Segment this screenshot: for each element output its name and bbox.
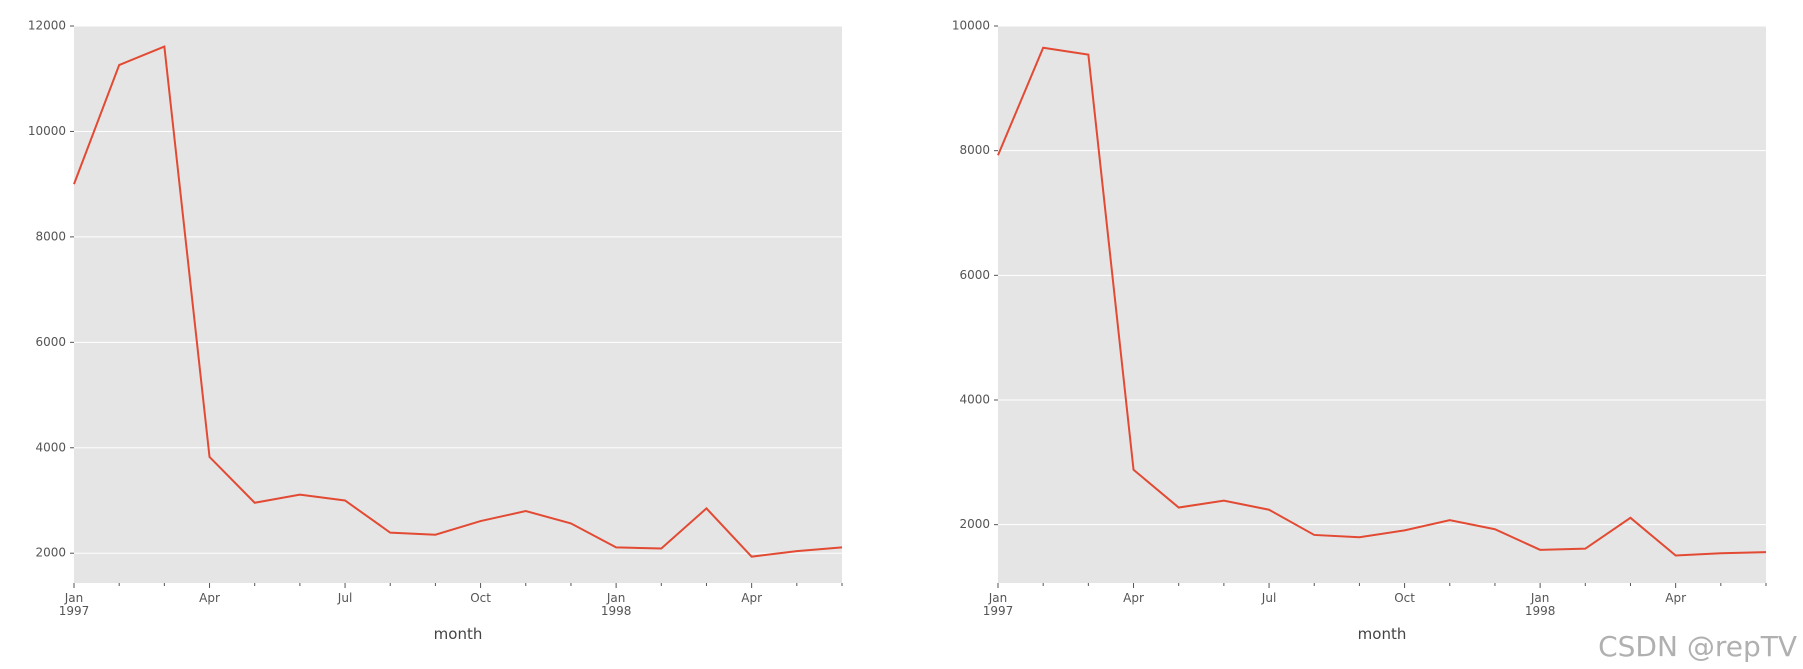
y-tick-label: 2000 (959, 517, 990, 531)
x-tick-label: Apr (1665, 591, 1687, 605)
y-tick-label: 4000 (35, 440, 66, 454)
x-tick-label: Jan 1997 (58, 591, 90, 618)
y-tick-label: 12000 (28, 19, 66, 33)
y-tick-label: 4000 (959, 392, 990, 406)
x-tick-label: Jul (337, 591, 353, 605)
line (73, 45, 843, 558)
x-tick-label: Oct (470, 591, 491, 605)
plot-area (74, 26, 842, 583)
watermark: CSDN @repTV (1598, 630, 1797, 663)
y-tick-label: 6000 (35, 335, 66, 349)
plot-area (998, 26, 1766, 583)
x-tick-label: Jul (1261, 591, 1277, 605)
y-tick-label: 10000 (28, 124, 66, 138)
x-tick-label: Oct (1394, 591, 1415, 605)
y-tick-label: 8000 (959, 143, 990, 157)
line (997, 46, 1767, 557)
x-tick-label: Jan 1998 (1524, 591, 1556, 618)
y-tick-label: 6000 (959, 268, 990, 282)
y-tick-label: 8000 (35, 229, 66, 243)
x-tick-label: Apr (741, 591, 763, 605)
y-tick-label: 2000 (35, 546, 66, 560)
x-tick-label: Jan 1997 (982, 591, 1014, 618)
x-tick-label: Jan 1998 (600, 591, 632, 618)
x-tick-label: Apr (1123, 591, 1144, 605)
y-tick-label: 10000 (952, 19, 990, 33)
x-axis-label: month (433, 625, 483, 643)
x-axis-label: month (1357, 625, 1407, 643)
x-tick-label: Apr (199, 591, 220, 605)
